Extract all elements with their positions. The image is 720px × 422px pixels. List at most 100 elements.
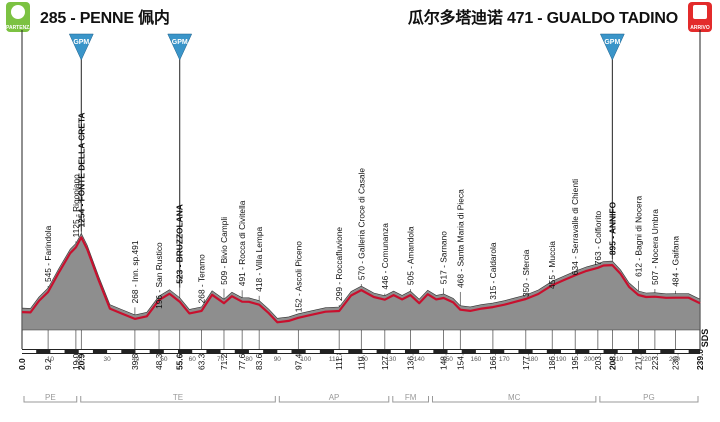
axis-segment	[674, 350, 689, 353]
point-label: 491 - Rocca di Civitella	[237, 200, 247, 286]
axis-tick-label: 60	[189, 356, 197, 363]
axis-segment	[475, 350, 491, 353]
axis-segment	[50, 350, 65, 353]
km-label: 63.3	[197, 353, 207, 370]
point-label: 315 - Caldarola	[488, 242, 498, 300]
province-label: AP	[329, 393, 340, 402]
distance-axis: 0.0 9.2 19.020.9 39.8 48.3 55.6 63.3 71.2 77.6 83…	[17, 329, 710, 370]
km-label: 48.3	[154, 353, 164, 370]
axis-tick-label: 140	[414, 356, 425, 363]
km-label: 230.4	[671, 349, 681, 370]
gpm-triangle	[167, 33, 193, 61]
side-label: SDS	[700, 329, 710, 348]
axis-segment	[560, 350, 576, 353]
axis-segment	[362, 350, 377, 353]
point-label: 523 - BRUZZOLANA	[175, 204, 185, 284]
point-label: 455 - Muccia	[547, 241, 557, 289]
province-label: PE	[45, 393, 56, 402]
km-label: 239.0	[695, 349, 705, 370]
province-label: TE	[173, 393, 183, 402]
start-badge-label: PARTENZA	[6, 25, 33, 31]
km-label: 166.0	[488, 349, 498, 370]
province-bands: PE TE AP FM MC PG	[23, 393, 699, 403]
km-label: 127.9	[380, 349, 390, 370]
point-label: 196 - San Rustico	[154, 242, 164, 309]
axis-tick-label: 30	[103, 356, 111, 363]
axis-tick-label: 120	[357, 356, 368, 363]
axis-segment	[617, 350, 632, 353]
profile-area	[21, 232, 701, 331]
km-label: 136.9	[405, 349, 415, 370]
axis-tick-label: 220	[641, 356, 652, 363]
province-label: FM	[405, 393, 417, 402]
gpm-triangle	[68, 33, 94, 61]
axis-segment	[504, 350, 519, 353]
axis-segment	[390, 350, 405, 353]
point-label: 152 - Ascoli Piceno	[293, 241, 303, 313]
km-label: 203.0	[593, 349, 603, 370]
start-town-title: 285 - PENNE 佩内	[40, 10, 170, 27]
gpm-markers: GPM GPM GPM	[68, 33, 625, 288]
start-badge: PARTENZA	[6, 2, 33, 32]
km-label: 186.9	[547, 349, 557, 370]
axis-tick-label: 10	[47, 356, 55, 363]
point-label: 268 - Teramo	[197, 254, 207, 304]
axis-tick-label: 130	[385, 356, 396, 363]
point-label: 517 - Sarnano	[439, 231, 449, 284]
km-label: 208.1	[607, 349, 617, 370]
axis-segment	[192, 350, 207, 353]
axis-tick-label: 200	[584, 356, 595, 363]
km-label: 119.6	[356, 349, 366, 370]
km-label: 77.6	[237, 353, 247, 370]
gpm-triangle	[599, 33, 625, 61]
finish-icon	[693, 5, 707, 19]
axis-segment	[589, 350, 604, 353]
point-label: 507 - Nocera Umbra	[650, 209, 660, 285]
axis-segment	[107, 350, 122, 353]
axis-segment	[419, 350, 434, 353]
axis-tick-label: 110	[329, 356, 340, 363]
axis-segment	[163, 350, 179, 353]
axis-segment	[78, 350, 93, 353]
axis-segment	[135, 350, 150, 353]
axis-tick-label: 40	[132, 356, 140, 363]
axis-tick-label: 180	[527, 356, 538, 363]
km-label: 0.0	[17, 358, 27, 370]
axis-tick-label: 210	[612, 356, 623, 363]
province-bracket	[392, 396, 430, 403]
point-label: 1125 - Rigopiano	[71, 174, 81, 238]
axis-segment	[277, 350, 292, 353]
point-label: 634 - Serravalle di Chienti	[570, 179, 580, 276]
point-label: 570 - Galleria Croce di Casale	[356, 168, 366, 281]
point-label: 299 - Roccafluvione	[334, 227, 344, 301]
axis-tick-label: 50	[160, 356, 168, 363]
point-label: 418 - Villa Lempa	[254, 226, 264, 291]
km-label: 195.0	[570, 349, 580, 370]
axis-bar	[22, 349, 700, 354]
axis-tick-label: 100	[300, 356, 311, 363]
finish-badge: ARRIVO	[688, 2, 712, 32]
axis-tick-label: 190	[556, 356, 567, 363]
point-label: 545 - Farindola	[43, 225, 53, 282]
axis-tick-label: 230	[669, 356, 680, 363]
province-bracket	[432, 396, 597, 403]
km-label: 97.4	[293, 353, 303, 370]
axis-tick-label: 80	[245, 356, 253, 363]
province-label: MC	[508, 393, 521, 402]
point-label: 268 - Inn. sp.491	[130, 240, 140, 303]
point-label: 1254 - FONTE DELLA CRETA	[76, 113, 86, 228]
km-label: 9.2	[43, 358, 53, 370]
km-label: 223.1	[650, 349, 660, 370]
axis-tick-label: 170	[499, 356, 510, 363]
gpm-label: GPM	[73, 39, 89, 46]
km-label: 83.6	[254, 353, 264, 370]
elevation-profile	[21, 232, 701, 331]
province-bracket	[599, 396, 699, 403]
axis-tick-label: 90	[274, 356, 282, 363]
km-label: 55.6	[175, 353, 185, 370]
axis-tick-label: 150	[442, 356, 453, 363]
point-label: 468 - Santa Maria di Pieca	[455, 189, 465, 288]
km-label: 154.5	[455, 349, 465, 370]
axis-segment	[447, 350, 462, 353]
